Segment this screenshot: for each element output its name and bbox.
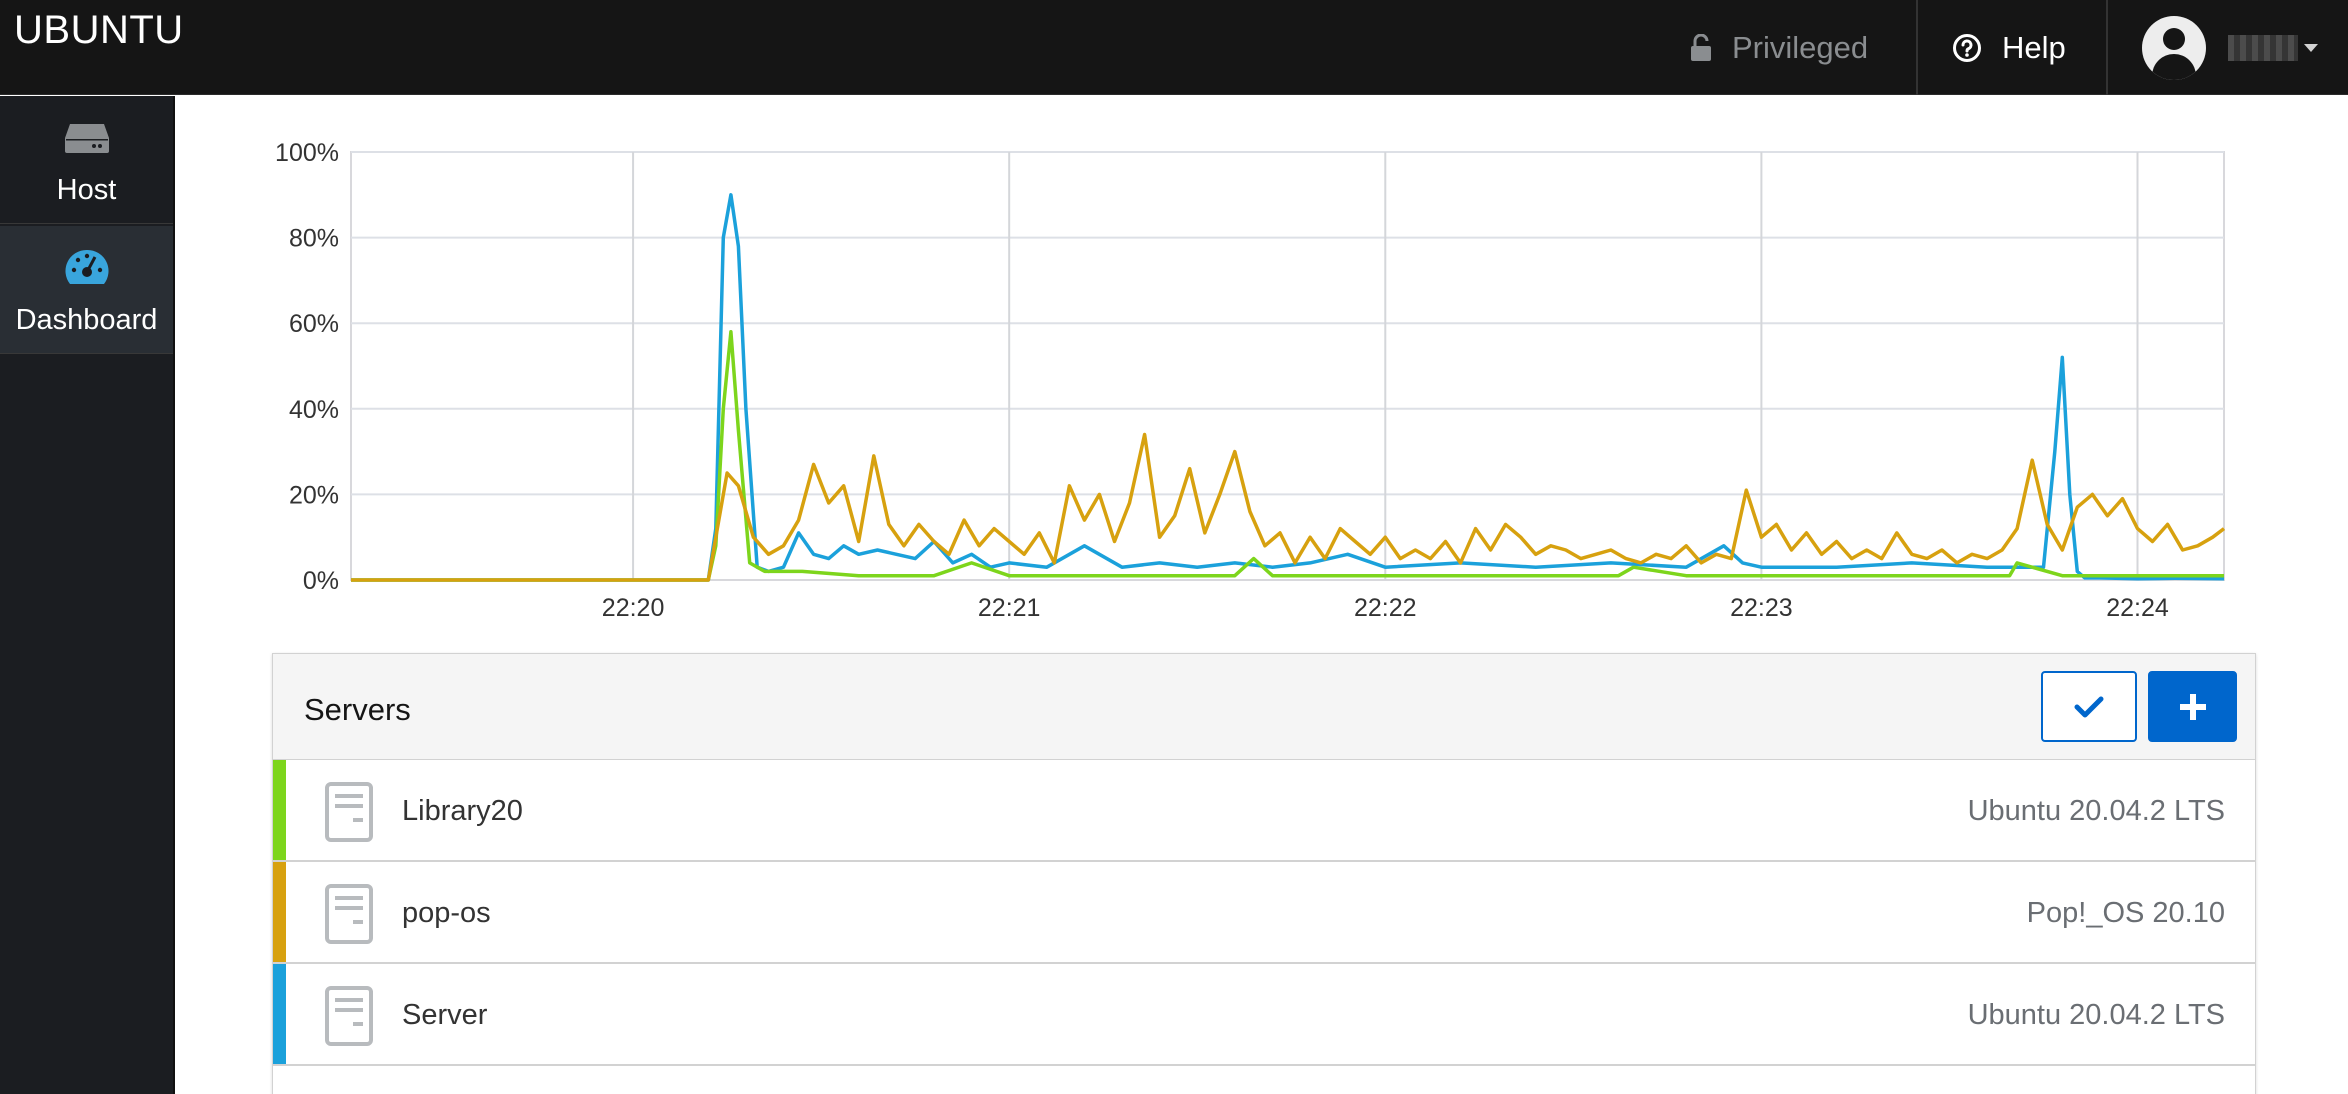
cpu-usage-chart: 0% 20% 40% 60% 80% 100% 22:20 22:21 22:22 22:23 2… xyxy=(275,139,2226,622)
dashboard-gauge-icon xyxy=(64,249,109,284)
edit-servers-button[interactable] xyxy=(2041,671,2137,742)
username-redacted xyxy=(2228,34,2298,61)
sidebar-item-host[interactable]: Host xyxy=(0,96,173,224)
server-tower-icon xyxy=(325,884,373,944)
servers-panel: Servers Library20 xyxy=(272,653,2256,1094)
server-name: Library20 xyxy=(402,795,523,827)
server-os: Ubuntu 20.04.2 LTS xyxy=(1967,999,2225,1031)
y-tick-label: 20% xyxy=(289,481,339,509)
server-tower-icon xyxy=(325,782,373,842)
caret-down-icon xyxy=(2304,43,2318,52)
plot-area xyxy=(350,151,2225,581)
server-row-library20[interactable]: Library20 Ubuntu 20.04.2 LTS xyxy=(273,760,2255,862)
servers-header: Servers xyxy=(273,654,2255,760)
y-tick-label: 80% xyxy=(289,225,339,253)
server-os: Pop!_OS 20.10 xyxy=(2026,897,2225,929)
help-circle-icon xyxy=(1953,33,1981,62)
series-line-library20 xyxy=(351,330,2224,582)
server-color-stripe xyxy=(273,760,286,860)
y-tick-label: 0% xyxy=(303,567,339,595)
privileged-toggle[interactable]: Privileged xyxy=(1690,0,1868,95)
server-icon xyxy=(64,124,109,153)
user-menu[interactable] xyxy=(2106,0,2348,95)
server-color-stripe xyxy=(273,862,286,962)
x-tick-label: 22:22 xyxy=(1354,594,1417,622)
server-tower-icon xyxy=(325,986,373,1046)
help-label: Help xyxy=(2002,29,2066,65)
brand-title: UBUNTU xyxy=(14,8,184,52)
servers-title: Servers xyxy=(304,692,411,727)
x-tick-label: 22:23 xyxy=(1730,594,1793,622)
server-name: Server xyxy=(402,999,488,1031)
y-tick-label: 40% xyxy=(289,396,339,424)
check-icon xyxy=(2074,696,2104,717)
series-line-server xyxy=(351,193,2225,582)
sidebar: Host Dashboard xyxy=(0,96,175,1094)
sidebar-item-dashboard-label: Dashboard xyxy=(15,304,158,336)
top-navbar: UBUNTU Privileged Help xyxy=(0,0,2348,95)
avatar xyxy=(2142,15,2206,80)
help-menu[interactable]: Help xyxy=(1916,0,2066,95)
main-content: 0% 20% 40% 60% 80% 100% 22:20 22:21 22:22 22:23 2… xyxy=(177,96,2348,1094)
privileged-label: Privileged xyxy=(1732,29,1869,65)
y-tick-label: 60% xyxy=(289,310,339,338)
server-os: Ubuntu 20.04.2 LTS xyxy=(1967,795,2225,827)
x-tick-label: 22:20 xyxy=(602,594,665,622)
plus-icon xyxy=(2179,693,2206,720)
add-server-button[interactable] xyxy=(2148,671,2237,742)
x-tick-label: 22:21 xyxy=(978,594,1041,622)
server-row-pop-os[interactable]: pop-os Pop!_OS 20.10 xyxy=(273,862,2255,964)
server-color-stripe xyxy=(273,964,286,1064)
sidebar-item-dashboard[interactable]: Dashboard xyxy=(0,226,173,354)
sidebar-item-host-label: Host xyxy=(56,174,117,206)
server-row-server[interactable]: Server Ubuntu 20.04.2 LTS xyxy=(273,964,2255,1066)
x-tick-label: 22:24 xyxy=(2106,594,2169,622)
series-line-pop-os xyxy=(351,432,2226,582)
server-name: pop-os xyxy=(402,897,491,929)
unlock-icon xyxy=(1691,33,1711,61)
y-tick-label: 100% xyxy=(275,139,339,167)
